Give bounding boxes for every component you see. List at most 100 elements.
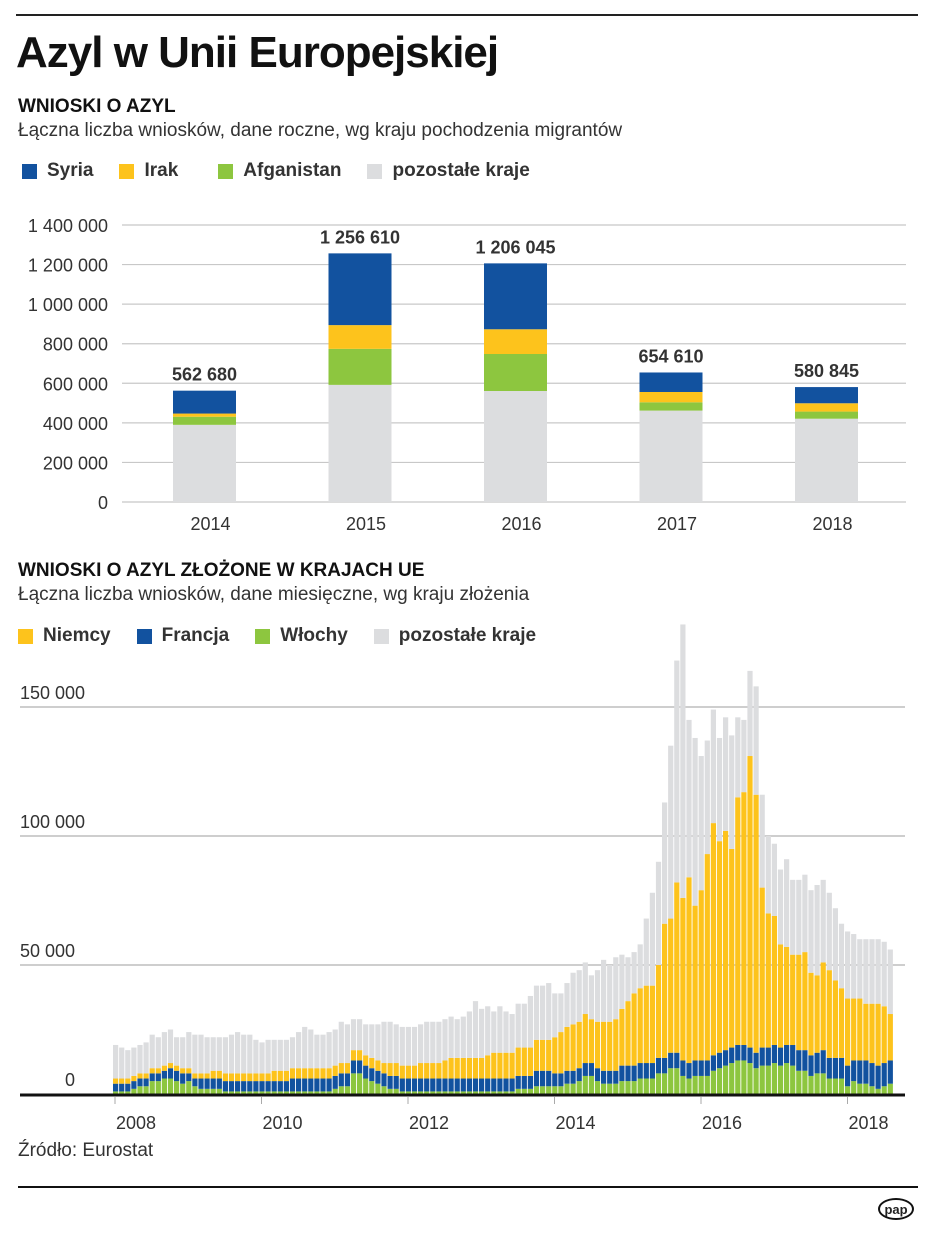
bar-segment-syria bbox=[639, 372, 703, 392]
bar-segment-niemcy bbox=[533, 1039, 540, 1071]
bar-segment-włochy bbox=[845, 1086, 851, 1094]
bar-segment-niemcy bbox=[216, 1070, 222, 1079]
bar-segment-włochy bbox=[668, 1068, 674, 1094]
legend-swatch bbox=[373, 628, 389, 644]
bar-segment-pozostałe-kraje bbox=[832, 908, 838, 981]
bar-segment-włochy bbox=[430, 1091, 436, 1094]
bar-segment-niemcy bbox=[308, 1068, 314, 1079]
bar-segment-niemcy bbox=[869, 1003, 875, 1064]
bar-segment-włochy bbox=[350, 1073, 357, 1094]
bar-segment-francja bbox=[259, 1081, 265, 1092]
bar-segment-pozostałe-kraje bbox=[887, 949, 893, 1015]
bar-segment-pozostałe-kraje bbox=[747, 670, 753, 757]
bar-segment-francja bbox=[832, 1057, 838, 1079]
bar-segment-pozostałe-kraje bbox=[704, 740, 710, 855]
bar-segment-pozostałe-kraje bbox=[350, 1019, 357, 1051]
bar-segment-niemcy bbox=[326, 1068, 332, 1079]
bar-segment-niemcy bbox=[704, 854, 710, 1061]
bar-segment-francja bbox=[131, 1081, 137, 1089]
bar-segment-irak bbox=[173, 413, 236, 417]
bar-segment-francja bbox=[881, 1063, 887, 1087]
bar-segment-niemcy bbox=[192, 1073, 198, 1079]
bar-segment-francja bbox=[747, 1047, 753, 1064]
bar-segment-włochy bbox=[533, 1086, 540, 1094]
bar-segment-niemcy bbox=[186, 1068, 192, 1074]
legend-item-francja: Francja bbox=[136, 625, 229, 647]
legend-label: pozostałe kraje bbox=[398, 625, 537, 646]
bar-segment-francja bbox=[515, 1075, 521, 1089]
bar-segment-pozostałe-kraje bbox=[167, 1029, 174, 1064]
bar-segment-francja bbox=[241, 1081, 247, 1092]
bar-segment-pozostałe-kraje bbox=[857, 939, 863, 999]
bar-segment-niemcy bbox=[875, 1003, 881, 1066]
bar-segment-francja bbox=[594, 1068, 601, 1082]
bar-segment-niemcy bbox=[509, 1052, 515, 1079]
bar-segment-pozostałe-kraje bbox=[845, 931, 851, 999]
bar-segment-niemcy bbox=[698, 890, 704, 1061]
bar-segment-włochy bbox=[503, 1091, 509, 1094]
bar-segment-francja bbox=[235, 1081, 241, 1092]
bar-segment-pozostałe-kraje bbox=[338, 1021, 344, 1064]
bar-segment-francja bbox=[552, 1073, 558, 1087]
bar-segment-włochy bbox=[613, 1083, 619, 1094]
bar-segment-pozostałe-kraje bbox=[369, 1024, 375, 1058]
bar-segment-włochy bbox=[411, 1091, 418, 1094]
bar-segment-francja bbox=[784, 1044, 790, 1064]
bar-segment-francja bbox=[674, 1052, 680, 1069]
bar-segment-francja bbox=[729, 1047, 735, 1064]
bar-segment-włochy bbox=[485, 1091, 491, 1094]
bar-segment-pozostałe-kraje bbox=[863, 939, 869, 1004]
bar-segment-francja bbox=[442, 1078, 448, 1092]
bar-segment-pozostałe-kraje bbox=[680, 624, 686, 898]
bar-segment-włochy bbox=[357, 1073, 363, 1094]
bar-segment-francja bbox=[357, 1060, 363, 1074]
bar-segment-włochy bbox=[607, 1083, 613, 1094]
bar-segment-pozostałe-kraje bbox=[113, 1044, 119, 1079]
bar-segment-niemcy bbox=[753, 794, 759, 1053]
bar-segment-pozostałe-kraje bbox=[521, 1003, 527, 1048]
bar-segment-francja bbox=[363, 1065, 369, 1079]
bar-segment-pozostałe-kraje bbox=[308, 1029, 314, 1069]
bar-segment-francja bbox=[680, 1060, 686, 1076]
legend-item-niemcy: Niemcy bbox=[18, 625, 111, 647]
bar-segment-niemcy bbox=[765, 913, 771, 1048]
bar-segment-włochy bbox=[259, 1091, 265, 1094]
bar-segment-pozostałe-kraje bbox=[497, 1006, 503, 1053]
bar-segment-pozostałe-kraje bbox=[235, 1032, 241, 1074]
bar-segment-niemcy bbox=[558, 1032, 564, 1074]
bar-segment-niemcy bbox=[570, 1024, 576, 1071]
bar-segment-niemcy bbox=[582, 1014, 588, 1064]
bar-segment-włochy bbox=[570, 1083, 576, 1094]
bar-segment-pozostałe-kraje bbox=[643, 918, 649, 986]
legend-item-pozostale: pozostałe kraje bbox=[367, 160, 530, 182]
x-tick-label: 2014 bbox=[555, 1113, 595, 1133]
bar-segment-francja bbox=[344, 1073, 350, 1087]
bar-segment-francja bbox=[210, 1078, 216, 1089]
bar-segment-francja bbox=[765, 1047, 771, 1066]
bar-segment-niemcy bbox=[472, 1057, 479, 1079]
bar-segment-pozostałe-kraje bbox=[484, 391, 547, 502]
bar-segment-niemcy bbox=[387, 1063, 393, 1076]
bar-segment-pozostałe-kraje bbox=[253, 1039, 259, 1074]
bar-segment-pozostałe-kraje bbox=[790, 879, 796, 955]
bar-segment-włochy bbox=[320, 1091, 326, 1094]
bar-segment-niemcy bbox=[161, 1065, 167, 1071]
bar-segment-niemcy bbox=[332, 1065, 338, 1076]
bar-segment-niemcy bbox=[338, 1063, 344, 1074]
bar-segment-niemcy bbox=[265, 1073, 271, 1082]
page-title: Azyl w Unii Europejskiej bbox=[16, 28, 499, 77]
bar-segment-pozostałe-kraje bbox=[448, 1016, 454, 1058]
bar-segment-włochy bbox=[698, 1075, 704, 1094]
bar-segment-francja bbox=[192, 1078, 198, 1087]
legend-label: Włochy bbox=[280, 625, 348, 646]
bar-segment-francja bbox=[491, 1078, 497, 1092]
bar-segment-pozostałe-kraje bbox=[289, 1037, 296, 1069]
bar-segment-francja bbox=[863, 1060, 869, 1084]
bar-segment-francja bbox=[649, 1063, 655, 1079]
bar-segment-niemcy bbox=[497, 1052, 503, 1079]
bar-segment-włochy bbox=[546, 1086, 552, 1094]
monthly-chart: 0 50 000 100 000 150 000 2008 2010 2012 2014 201… bbox=[20, 624, 905, 1133]
y-tick-label: 50 000 bbox=[20, 941, 75, 961]
bar-segment-niemcy bbox=[540, 1039, 546, 1071]
bar-segment-pozostałe-kraje bbox=[564, 983, 570, 1027]
